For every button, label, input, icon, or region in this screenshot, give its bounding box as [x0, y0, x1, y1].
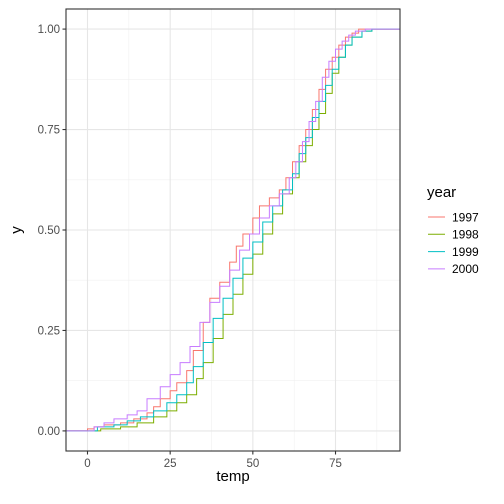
legend-title: year	[427, 184, 456, 201]
series-layer	[66, 28, 400, 432]
legend: year 1997 1998 1999 2000	[427, 184, 479, 276]
x-tick-label: 25	[164, 458, 177, 470]
y-axis: 0.00 0.25 0.50 0.75 1.00	[38, 24, 66, 438]
x-axis: 0 25 50 75	[84, 451, 342, 470]
x-axis-title: temp	[216, 468, 249, 485]
legend-label-1997: 1997	[452, 210, 479, 224]
y-tick-label: 0.00	[38, 426, 60, 438]
series-line-2000	[66, 28, 400, 432]
series-line-1999	[66, 28, 400, 432]
y-tick-label: 0.50	[38, 225, 60, 237]
y-tick-label: 1.00	[38, 24, 60, 36]
x-tick-label: 0	[84, 458, 90, 470]
x-tick-label: 75	[329, 458, 342, 470]
legend-label-1998: 1998	[452, 228, 479, 242]
legend-label-2000: 2000	[452, 262, 479, 276]
y-tick-label: 0.75	[38, 125, 60, 137]
x-tick-label: 50	[246, 458, 259, 470]
y-axis-title: y	[8, 226, 25, 234]
y-tick-label: 0.25	[38, 325, 60, 337]
series-line-1998	[66, 28, 400, 432]
legend-label-1999: 1999	[452, 245, 479, 259]
series-line-1997	[66, 28, 400, 432]
